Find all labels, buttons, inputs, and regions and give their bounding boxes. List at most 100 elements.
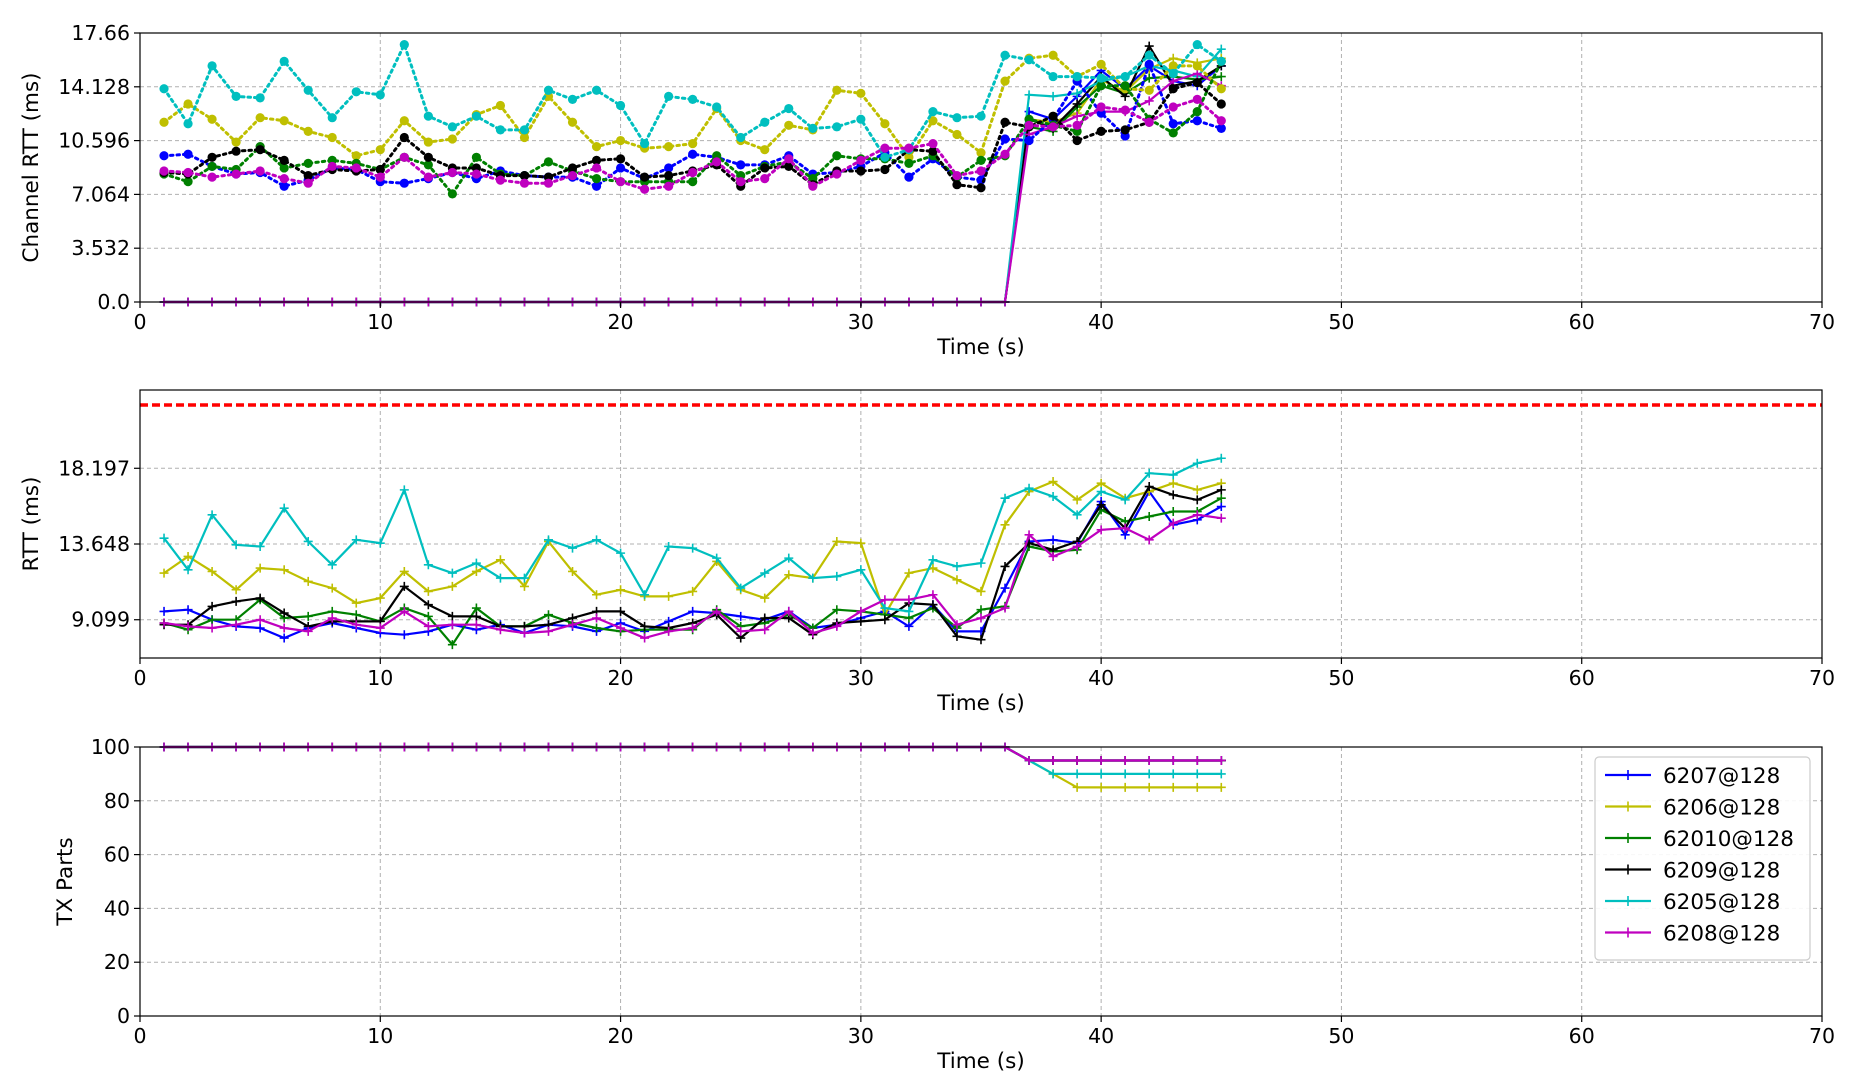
data-point (976, 635, 986, 645)
data-point (1120, 755, 1130, 765)
data-point (183, 551, 193, 561)
data-point (159, 84, 169, 94)
data-point (519, 132, 530, 143)
data-point (303, 85, 313, 95)
data-point (928, 590, 938, 600)
data-point (1072, 88, 1082, 98)
data-point (399, 152, 409, 162)
data-point (423, 611, 433, 621)
data-point (399, 581, 409, 591)
data-point (1144, 512, 1154, 522)
series-line (164, 745, 1222, 789)
data-point (1144, 41, 1154, 51)
data-point (1120, 125, 1130, 135)
data-point (736, 583, 746, 593)
data-point (519, 125, 530, 135)
data-point (231, 169, 241, 179)
data-point (1096, 755, 1106, 765)
x-axis-title: Time (s) (936, 1049, 1024, 1074)
data-point (1000, 50, 1010, 60)
data-point (1168, 128, 1178, 138)
data-point (543, 626, 553, 636)
data-point (592, 590, 602, 600)
data-point (1216, 84, 1226, 94)
data-point (952, 180, 962, 190)
data-point (423, 152, 433, 162)
x-tick-label: 30 (848, 666, 874, 690)
data-point (712, 102, 722, 112)
data-point (784, 606, 794, 616)
data-point (207, 152, 217, 162)
data-point (327, 560, 337, 570)
data-point (640, 172, 650, 182)
data-point (183, 621, 193, 631)
data-point (1048, 492, 1058, 502)
data-point (688, 94, 698, 105)
data-point (1048, 551, 1058, 561)
grid (140, 33, 1822, 302)
data-point (159, 568, 169, 578)
data-point (568, 543, 578, 553)
data-point (1216, 116, 1226, 126)
data-point (880, 595, 890, 605)
data-point (495, 555, 505, 565)
x-tick-label: 20 (608, 310, 634, 334)
data-point (423, 621, 433, 631)
data-point (1192, 61, 1202, 71)
y-tick-label: 17.66 (71, 21, 130, 45)
data-point (303, 126, 313, 136)
data-point (447, 568, 457, 578)
data-point (1144, 782, 1154, 792)
data-point (1096, 769, 1106, 779)
data-point (904, 158, 914, 168)
data-point (279, 633, 289, 643)
data-point (952, 129, 962, 140)
data-point (231, 585, 241, 595)
data-point (712, 157, 722, 167)
data-point (592, 623, 602, 633)
data-point (1216, 56, 1226, 66)
legend-item: 6208@128 (1605, 922, 1780, 947)
data-point (1000, 520, 1010, 530)
data-point (1192, 485, 1202, 495)
data-point (1216, 493, 1226, 503)
data-point (808, 181, 818, 191)
data-point (832, 151, 842, 161)
y-axis-title: TX Parts (53, 837, 78, 926)
data-point (856, 565, 866, 575)
x-tick-label: 70 (1809, 666, 1835, 690)
data-point (664, 626, 674, 636)
data-point (423, 560, 433, 570)
data-point (1120, 105, 1130, 115)
data-point (1120, 782, 1130, 792)
data-point (159, 618, 169, 628)
data-point (231, 91, 241, 101)
data-point (159, 151, 169, 161)
data-point (832, 536, 842, 546)
data-point (1096, 500, 1106, 510)
data-point (279, 565, 289, 575)
data-point (1024, 55, 1034, 65)
data-point (1168, 470, 1178, 480)
data-point (183, 99, 193, 109)
data-point (279, 155, 289, 165)
data-point (1024, 483, 1034, 493)
y-tick-label: 40 (104, 896, 130, 920)
x-tick-label: 70 (1809, 1024, 1835, 1048)
y-tick-label: 0 (117, 1004, 130, 1028)
data-point (1120, 523, 1130, 533)
data-point (1072, 495, 1082, 505)
data-point (495, 175, 506, 185)
data-point (880, 152, 890, 162)
data-point (688, 149, 698, 159)
data-point (1120, 71, 1130, 82)
data-point (760, 568, 770, 578)
data-point (591, 142, 602, 152)
legend-label: 6208@128 (1663, 922, 1780, 947)
y-tick-label: 14.128 (58, 75, 130, 99)
data-point (495, 125, 506, 135)
data-point (808, 123, 818, 133)
data-point (1192, 755, 1202, 765)
legend-marker (1623, 864, 1633, 875)
data-point (591, 174, 602, 184)
